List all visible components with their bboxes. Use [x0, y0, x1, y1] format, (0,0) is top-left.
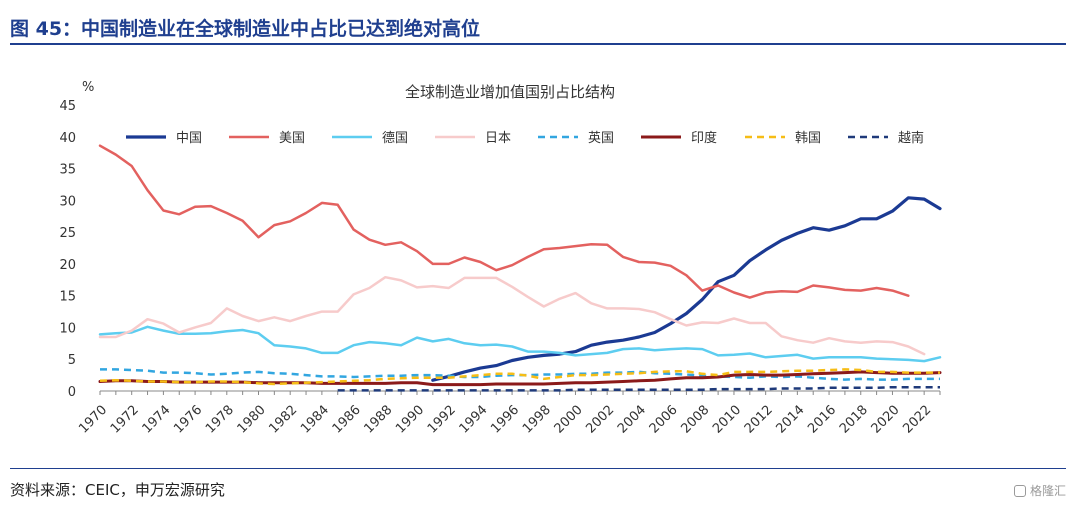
x-tick-label: 2000 [552, 403, 586, 437]
x-tick-label: 1982 [266, 403, 300, 437]
x-tick-label: 2018 [837, 403, 871, 437]
footer-divider [10, 468, 1066, 469]
x-tick-label: 1974 [140, 403, 174, 437]
x-tick-label: 1996 [488, 403, 522, 437]
legend-label-5: 印度 [691, 130, 717, 146]
header-divider [10, 43, 1066, 45]
x-tick-label: 2006 [647, 403, 681, 437]
chart-title: 全球制造业增加值国别占比结构 [405, 83, 615, 101]
x-tick-label: 2010 [710, 403, 744, 437]
legend-label-1: 美国 [279, 131, 305, 146]
legend-label-3: 日本 [485, 131, 511, 146]
y-tick-label: 35 [59, 163, 76, 178]
series-line-3 [98, 275, 926, 356]
y-tick-label: 5 [68, 353, 76, 368]
x-tick-label: 1972 [108, 403, 142, 437]
x-tick-label: 2020 [869, 403, 903, 437]
legend-label-7: 越南 [898, 130, 924, 146]
legend-label-4: 英国 [588, 131, 614, 146]
watermark-text: 格隆汇 [1029, 484, 1066, 498]
series-line-7 [337, 385, 940, 392]
x-tick-label: 1986 [330, 403, 364, 437]
series-line-5 [98, 370, 942, 387]
legend: 中国 美国 德国 日本 英国 印度 韩国 越南 [126, 130, 924, 146]
y-axis-unit-label: % [82, 80, 94, 95]
x-tick-label: 2022 [900, 403, 934, 437]
series-layer [98, 144, 942, 392]
series-line-2 [98, 325, 942, 363]
x-tick-label: 2012 [742, 403, 776, 437]
y-tick-label: 40 [59, 131, 76, 146]
x-tick-label: 2016 [805, 403, 839, 437]
y-tick-label: 0 [68, 385, 76, 400]
series-line-0 [431, 196, 942, 382]
y-tick-label: 30 [59, 194, 76, 209]
legend-label-0: 中国 [176, 131, 202, 146]
y-tick-label: 25 [59, 226, 76, 241]
x-tick-label: 1980 [235, 403, 269, 437]
legend-label-6: 韩国 [795, 131, 821, 146]
y-tick-label: 20 [59, 258, 76, 273]
series-line-1 [98, 144, 910, 299]
series-line-6 [99, 368, 940, 386]
x-tick-label: 2008 [678, 403, 712, 437]
x-tick-label: 1992 [425, 403, 459, 437]
y-tick-label: 15 [59, 290, 76, 305]
x-tick-label: 1994 [457, 403, 491, 437]
x-tick-label: 2014 [774, 403, 808, 437]
legend-label-2: 德国 [382, 131, 408, 146]
watermark: 格隆汇 [1013, 482, 1066, 499]
x-tick-label: 1976 [171, 403, 205, 437]
x-tick-label: 1970 [76, 403, 110, 437]
x-tick-label: 2004 [615, 403, 649, 437]
x-tick-label: 1988 [361, 403, 395, 437]
x-tick-label: 1978 [203, 403, 237, 437]
x-tick-label: 1984 [298, 403, 332, 437]
figure-header: 图 45：中国制造业在全球制造业中占比已达到绝对高位 [10, 18, 481, 40]
y-tick-label: 45 [59, 99, 76, 114]
line-chart: 全球制造业增加值国别占比结构 % 05101520253035404519701… [59, 80, 942, 437]
x-tick-label: 1998 [520, 403, 554, 437]
source-note: 资料来源：CEIC，申万宏源研究 [10, 481, 225, 499]
x-tick-label: 1990 [393, 403, 427, 437]
watermark-logo-icon [1013, 484, 1026, 497]
y-tick-label: 10 [59, 321, 76, 336]
x-tick-label: 2002 [583, 403, 617, 437]
